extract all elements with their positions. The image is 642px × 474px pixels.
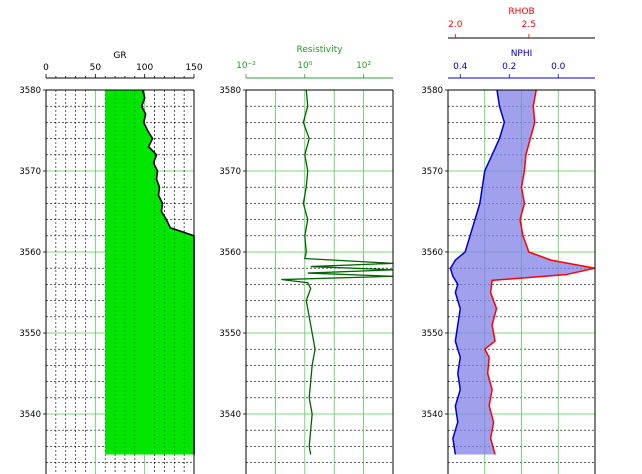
resistivity-tick-label: 10⁻² <box>236 61 256 71</box>
y-tick-label: 3560 <box>19 248 41 258</box>
rhob-curve <box>483 89 596 455</box>
gr-tick-label: 100 <box>136 63 153 73</box>
nphi-tick-label: 0.0 <box>551 62 566 72</box>
y-tick-label: 3550 <box>219 329 241 339</box>
gr-tick-label: 50 <box>90 63 102 73</box>
nphi-axis-title: NPHI <box>511 49 533 59</box>
y-tick-label: 3540 <box>219 410 241 420</box>
y-tick-label: 3560 <box>219 248 241 258</box>
y-tick-label: 3570 <box>19 167 41 177</box>
y-tick-label: 3550 <box>421 329 443 339</box>
gr-tick-label: 0 <box>43 63 49 73</box>
resistivity-tick-label: 10⁰ <box>297 61 312 71</box>
gr-tick-label: 150 <box>185 63 202 73</box>
y-tick-label: 3540 <box>421 410 443 420</box>
resistivity-tick-label: 10² <box>356 61 371 71</box>
y-tick-label: 3570 <box>421 167 443 177</box>
y-tick-label: 3550 <box>19 329 41 339</box>
nphi-tick-label: 0.4 <box>453 62 468 72</box>
gr-fill-area <box>105 90 194 455</box>
y-tick-label: 3570 <box>219 167 241 177</box>
y-tick-label: 3540 <box>19 410 41 420</box>
y-tick-label: 3580 <box>219 86 241 96</box>
resistivity-curve <box>281 89 394 455</box>
rhob-axis-title: RHOB <box>508 7 534 17</box>
y-tick-label: 3580 <box>19 86 41 96</box>
y-tick-label: 3580 <box>421 86 443 96</box>
gr-track: 3580 3570 3560 3550 3540 0 50 100 150 GR <box>19 51 203 474</box>
nphi-tick-label: 0.2 <box>502 62 516 72</box>
nphi-curve <box>449 89 506 455</box>
resistivity-track: 3580 3570 3560 3550 3540 10⁻² 10⁰ 10² Resistivit… <box>219 45 394 474</box>
rhob-tick-label: 2.5 <box>522 20 536 30</box>
y-tick-label: 3560 <box>421 248 443 258</box>
rhob-tick-label: 2.0 <box>448 20 463 30</box>
resistivity-axis-title: Resistivity <box>297 45 344 55</box>
density-neutron-track: 3580 3570 3560 3550 3540 0.4 0.2 0.0 NPHI 2.0 2.5 R… <box>421 7 596 474</box>
gr-axis-title: GR <box>113 51 126 61</box>
density-neutron-fill <box>450 90 595 455</box>
